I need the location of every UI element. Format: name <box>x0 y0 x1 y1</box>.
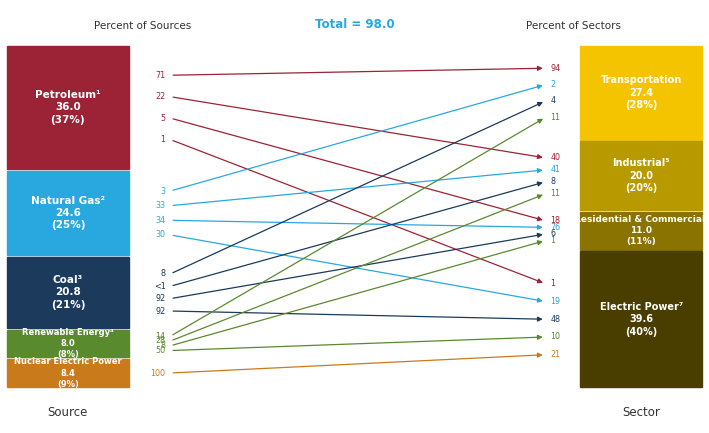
Text: Electric Power⁷
39.6
(40%): Electric Power⁷ 39.6 (40%) <box>600 302 683 336</box>
Text: 5: 5 <box>160 113 165 123</box>
Text: Source: Source <box>48 406 88 419</box>
Text: <1: <1 <box>154 282 165 291</box>
Text: Nuclear Electric Power
8.4
(9%): Nuclear Electric Power 8.4 (9%) <box>14 357 122 388</box>
Text: 3: 3 <box>160 187 165 196</box>
Text: 18: 18 <box>550 216 560 225</box>
Bar <box>7 330 128 357</box>
Text: 1: 1 <box>550 279 555 288</box>
Text: 2: 2 <box>550 80 556 89</box>
Text: 1: 1 <box>160 135 165 144</box>
Bar <box>580 142 702 210</box>
Text: 76: 76 <box>550 223 561 232</box>
Bar <box>7 171 128 255</box>
Text: 8: 8 <box>160 341 165 350</box>
Text: 21: 21 <box>550 350 561 359</box>
Text: Transportation
27.4
(28%): Transportation 27.4 (28%) <box>601 75 682 110</box>
Text: 19: 19 <box>550 297 561 306</box>
Text: Percent of Sources: Percent of Sources <box>94 21 191 31</box>
Text: Natural Gas²
24.6
(25%): Natural Gas² 24.6 (25%) <box>31 196 105 230</box>
Text: 22: 22 <box>155 92 165 101</box>
Bar <box>580 251 702 388</box>
Text: 28: 28 <box>155 336 165 346</box>
Text: 14: 14 <box>155 332 165 341</box>
Text: 8: 8 <box>550 177 555 186</box>
Text: 34: 34 <box>155 216 165 225</box>
Text: 11: 11 <box>550 113 560 122</box>
Text: 71: 71 <box>155 71 165 80</box>
Text: 10: 10 <box>550 333 560 342</box>
Bar <box>580 45 702 140</box>
Text: Sector: Sector <box>623 406 660 419</box>
Bar <box>7 359 128 388</box>
Text: Petroleum¹
36.0
(37%): Petroleum¹ 36.0 (37%) <box>35 90 101 125</box>
Text: 4: 4 <box>550 97 555 105</box>
Text: Renewable Energy⁴
8.0
(8%): Renewable Energy⁴ 8.0 (8%) <box>22 328 114 359</box>
Text: 92: 92 <box>155 294 165 303</box>
Text: Total = 98.0: Total = 98.0 <box>315 18 394 31</box>
Text: 48: 48 <box>550 315 560 324</box>
Text: 92: 92 <box>155 307 165 316</box>
Bar <box>7 45 128 169</box>
Text: Coal³
20.8
(21%): Coal³ 20.8 (21%) <box>50 275 85 310</box>
Text: 6: 6 <box>550 229 555 239</box>
Text: Residential & Commercial⁶
11.0
(11%): Residential & Commercial⁶ 11.0 (11%) <box>574 215 709 246</box>
Text: Industrial⁵
20.0
(20%): Industrial⁵ 20.0 (20%) <box>613 158 670 193</box>
Text: 1: 1 <box>550 236 555 245</box>
Text: 41: 41 <box>550 165 560 174</box>
Text: 50: 50 <box>155 346 165 355</box>
Text: 30: 30 <box>155 230 165 239</box>
Text: 94: 94 <box>550 64 561 73</box>
Text: 40: 40 <box>550 153 560 162</box>
Text: 8: 8 <box>160 269 165 278</box>
Bar <box>7 257 128 328</box>
Text: 11: 11 <box>550 189 560 198</box>
Text: 100: 100 <box>150 368 165 378</box>
Bar <box>580 212 702 249</box>
Text: 33: 33 <box>155 201 165 210</box>
Text: Percent of Sectors: Percent of Sectors <box>526 21 621 31</box>
